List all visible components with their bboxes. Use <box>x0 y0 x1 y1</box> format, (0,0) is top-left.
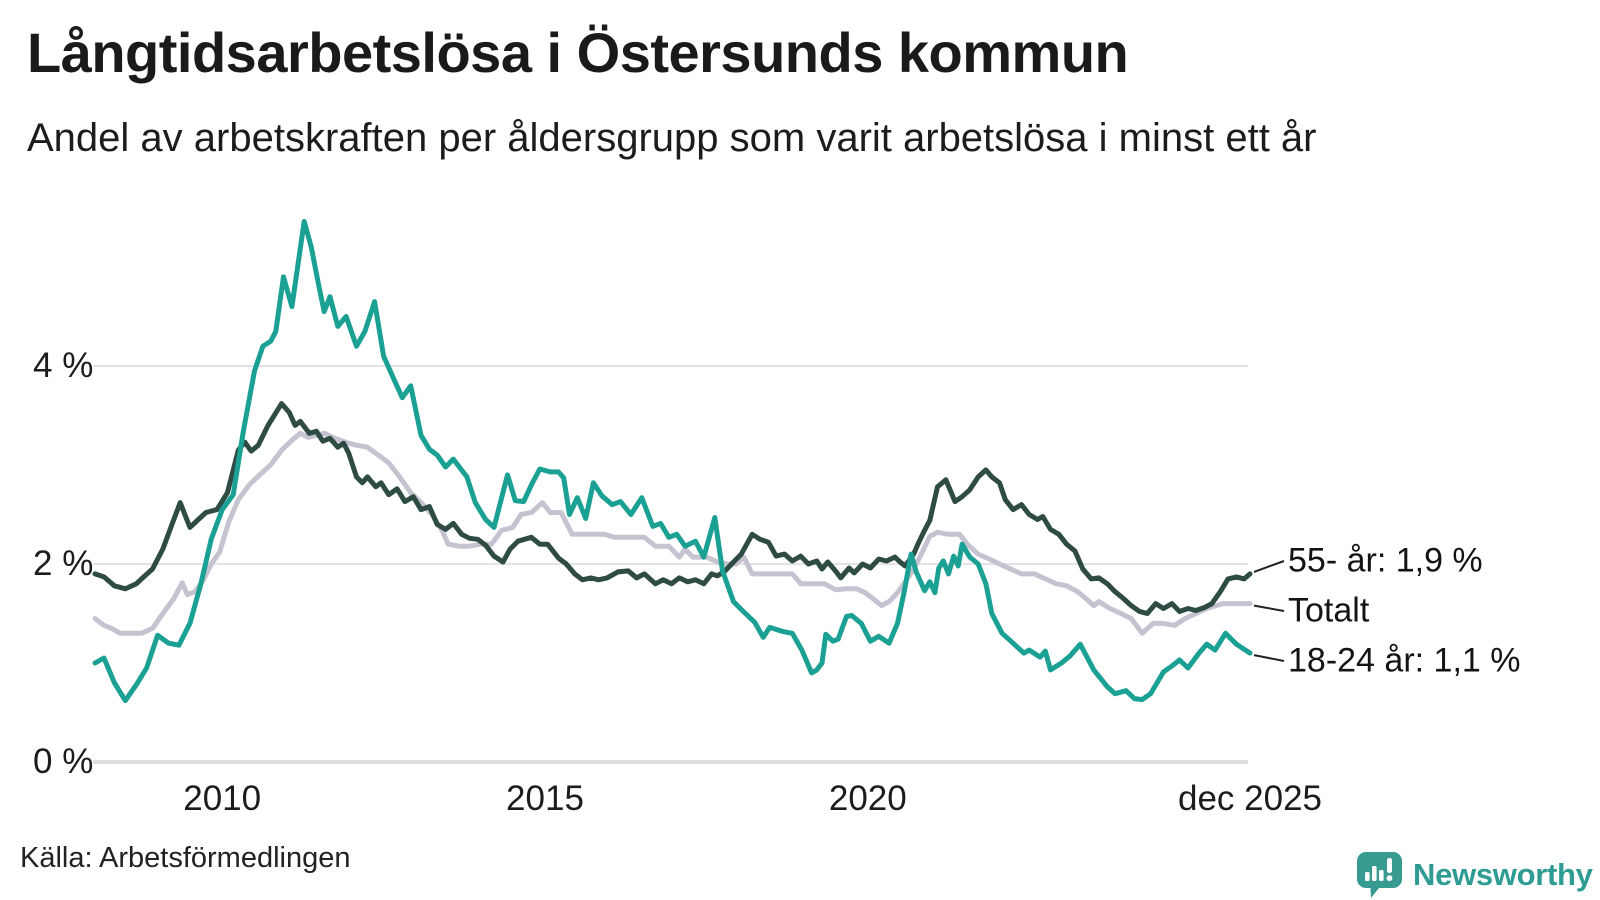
y-tick-label-4: 4 % <box>33 346 94 385</box>
end-label-18-24: 18-24 år: 1,1 % <box>1288 641 1521 680</box>
end-label-connector-55--år <box>1253 560 1285 573</box>
series-line-55--år <box>92 401 1253 616</box>
brand-name: Newsworthy <box>1413 857 1593 892</box>
series-line-18-24-år <box>92 219 1253 704</box>
bar-1 <box>1365 872 1370 881</box>
bar-2 <box>1372 866 1377 881</box>
page-subtitle: Andel av arbetskraften per åldersgrupp s… <box>27 116 1317 160</box>
source-attribution: Källa: Arbetsförmedlingen <box>20 842 351 874</box>
x-tick-label-2020: 2020 <box>828 779 907 818</box>
newsworthy-bubble-icon <box>1357 852 1402 898</box>
y-tick-label-0: 0 % <box>33 742 94 781</box>
bar-3 <box>1379 870 1384 881</box>
end-label-connector-Totalt <box>1253 604 1285 612</box>
end-label-totalt: Totalt <box>1288 591 1370 630</box>
exclamation-dot <box>1386 875 1393 882</box>
exclamation-bar <box>1387 858 1392 873</box>
page-title: Långtidsarbetslösa i Östersunds kommun <box>27 21 1129 84</box>
end-label-55: 55- år: 1,9 % <box>1288 541 1483 580</box>
x-tick-label-2010: 2010 <box>183 779 262 818</box>
series-line-Totalt <box>92 430 1253 636</box>
x-tick-label-2015: 2015 <box>506 779 584 818</box>
newsworthy-logo: Newsworthy <box>1356 851 1593 899</box>
x-tick-label-dec-2025: dec 2025 <box>1177 779 1323 818</box>
y-tick-label-2: 2 % <box>33 544 94 583</box>
end-label-connector-18-24-år <box>1253 654 1285 662</box>
